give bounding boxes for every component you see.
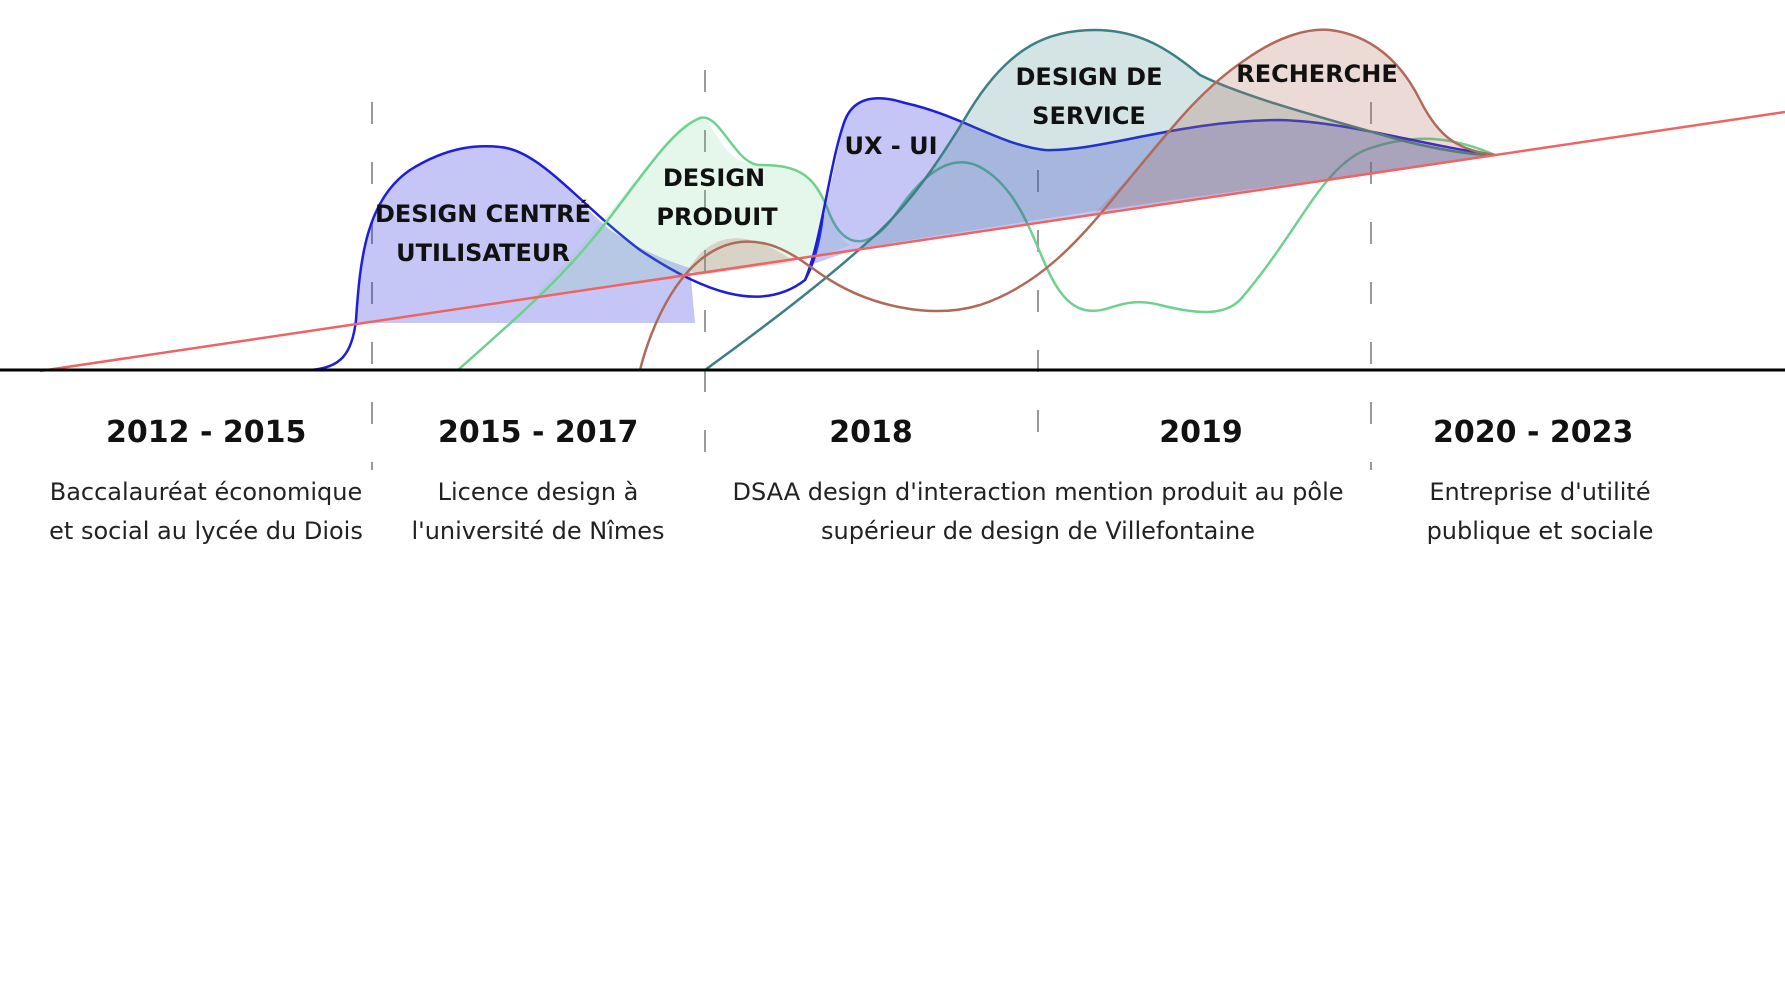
label-service-line2: SERVICE (1032, 102, 1146, 130)
label-ucd-line2: UTILISATEUR (396, 239, 570, 267)
period-desc-3: DSAA design d'interaction mention produi… (718, 473, 1358, 551)
period-desc-2-line2: l'université de Nîmes (411, 517, 665, 545)
label-product-line1: DESIGN (663, 164, 765, 192)
area-product-fill (530, 118, 850, 300)
period-title-5: 2020 - 2023 (1433, 415, 1634, 450)
period-title-2: 2015 - 2017 (438, 415, 639, 450)
period-desc-5-line2: publique et sociale (1426, 517, 1654, 545)
trend-line (39, 110, 1785, 373)
period-desc-1-line1: Baccalauréat économique (49, 478, 363, 506)
area-ucd-curve (309, 144, 825, 372)
label-ux: UX - UI (844, 132, 937, 160)
area-ux-fill (810, 98, 1495, 265)
period-desc-1: Baccalauréat économique et social au lyc… (20, 473, 392, 551)
period-title-1: 2012 - 2015 (106, 415, 307, 450)
label-service-line1: DESIGN DE (1016, 63, 1163, 91)
area-research-fill (688, 238, 795, 275)
area-product-curve (457, 116, 1496, 371)
period-desc-5: Entreprise d'utilité publique et sociale (1380, 473, 1700, 551)
period-desc-5-line1: Entreprise d'utilité (1429, 478, 1651, 506)
label-ucd-line1: DESIGN CENTRÉ (375, 199, 591, 228)
period-desc-2: Licence design à l'université de Nîmes (378, 473, 698, 551)
label-research: RECHERCHE (1236, 60, 1398, 88)
period-desc-3-line1: DSAA design d'interaction mention produi… (732, 478, 1344, 506)
area-research-curve (638, 28, 1496, 371)
label-product-line2: PRODUIT (656, 203, 778, 231)
period-title-4: 2019 (1159, 415, 1243, 450)
area-ux-curve (803, 97, 1496, 281)
area-ucd-fill (355, 146, 695, 323)
period-dividers (371, 70, 1372, 470)
area-research-fill-2 (1095, 29, 1495, 213)
period-desc-2-line1: Licence design à (437, 478, 639, 506)
period-desc-3-line2: supérieur de design de Villefontaine (821, 517, 1255, 545)
period-desc-1-line2: et social au lycée du Diois (49, 517, 363, 545)
area-service-fill (860, 30, 1495, 248)
period-title-3: 2018 (829, 415, 913, 450)
